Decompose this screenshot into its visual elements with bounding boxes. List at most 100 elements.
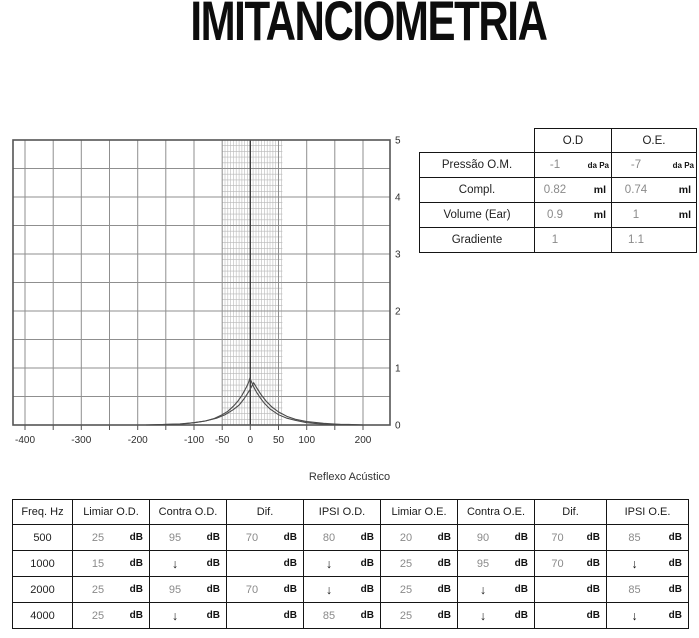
reflex-unit: dB (283, 610, 297, 621)
reflex-unit: dB (360, 610, 374, 621)
imp-value-cell: 1.1 (612, 228, 697, 253)
reflex-section-title: Reflexo Acústico (308, 471, 391, 483)
reflex-unit: dB (283, 532, 297, 543)
reflex-value: ↓ (631, 556, 638, 571)
imp-row-label-gradient: Gradiente (419, 228, 535, 253)
reflex-header-ipsi-oe: IPSI O.E. (607, 499, 689, 525)
reflex-unit: dB (129, 532, 143, 543)
reflex-unit: dB (668, 584, 682, 595)
reflex-unit: dB (283, 584, 297, 595)
imp-value: 0.82 (543, 184, 567, 196)
reflex-unit: dB (129, 584, 143, 595)
imp-value: 1.1 (628, 234, 644, 246)
imp-unit: ml (593, 184, 606, 196)
reflex-value-cell: 15 dB (73, 551, 150, 577)
reflex-value: 25 (399, 583, 413, 596)
reflex-value-cell: ↓ dB (150, 551, 227, 577)
reflex-value-cell: ↓ dB (458, 577, 535, 603)
imp-unit: da Pa (672, 160, 694, 170)
reflex-unit: dB (586, 584, 600, 595)
imp-value-cell: -7 da Pa (612, 153, 697, 178)
svg-text:100: 100 (298, 435, 315, 446)
imp-corner-cell (419, 128, 535, 153)
reflex-value-cell: 70 dB (535, 551, 607, 577)
imp-value-cell: 1 ml (612, 203, 697, 228)
imp-value: -7 (630, 159, 642, 171)
reflex-unit: dB (437, 558, 451, 569)
svg-text:3: 3 (395, 250, 401, 261)
reflex-value-cell: 20 dB (381, 525, 458, 551)
reflex-value: 90 (476, 531, 490, 544)
imp-row-label-compliance: Compl. (419, 178, 535, 203)
reflex-value-cell: dB (227, 551, 304, 577)
imp-value-cell: 0.74 ml (612, 178, 697, 203)
svg-text:0: 0 (248, 435, 254, 446)
reflex-header-dif-oe: Dif. (535, 499, 607, 525)
reflex-value-cell: 85 dB (607, 577, 689, 603)
reflex-unit: dB (206, 558, 220, 569)
reflex-value: 25 (399, 609, 413, 622)
reflex-value: ↓ (325, 582, 333, 597)
reflex-value: 95 (168, 531, 182, 544)
reflex-unit: dB (437, 584, 451, 595)
svg-text:2: 2 (395, 307, 401, 318)
reflex-value: ↓ (631, 608, 638, 623)
tympanogram-chart: -400 -300 -200 -100 -50 0 50 100 200 0 1 2 3 4 5 (12, 136, 401, 446)
reflex-value: 85 (628, 531, 641, 544)
reflex-value-cell: 25 dB (381, 551, 458, 577)
reflex-value-cell: 85 dB (304, 603, 381, 629)
reflex-value-cell: ↓ dB (150, 603, 227, 629)
reflex-value: ↓ (325, 556, 333, 571)
svg-text:4: 4 (395, 193, 401, 204)
reflex-unit: dB (360, 532, 374, 543)
imp-value-cell: -1 da Pa (535, 153, 612, 178)
reflex-header-freq: Freq. Hz (12, 499, 73, 525)
reflex-unit: dB (129, 610, 143, 621)
reflex-value: 25 (91, 609, 105, 622)
imp-row-label-pressure: Pressão O.M. (419, 153, 535, 178)
reflex-header-ipsi-od: IPSI O.D. (304, 499, 381, 525)
reflex-unit: dB (514, 532, 528, 543)
title-bar: IMITANCIOMETRIA (0, 0, 699, 50)
imp-value: 0.9 (547, 209, 563, 221)
imp-unit: ml (593, 209, 606, 221)
reflex-value-cell: 25 dB (381, 577, 458, 603)
reflex-value: 25 (91, 583, 105, 596)
reflex-value: 70 (551, 557, 564, 570)
svg-text:5: 5 (395, 136, 401, 147)
svg-text:-400: -400 (15, 435, 35, 446)
reflex-value: 70 (245, 583, 259, 596)
reflex-value-cell: 70 dB (227, 525, 304, 551)
reflex-unit: dB (514, 610, 528, 621)
imp-value-cell: 0.9 ml (535, 203, 612, 228)
reflex-value: 25 (399, 557, 413, 570)
reflex-value: ↓ (479, 608, 487, 623)
imp-value: -1 (549, 159, 561, 171)
reflex-value-cell: 95 dB (150, 525, 227, 551)
svg-text:-100: -100 (184, 435, 204, 446)
impedance-table: O.D O.E. Pressão O.M. -1 da Pa -7 da Pa Co… (419, 128, 697, 253)
reflex-header-dif-od: Dif. (227, 499, 304, 525)
reflex-table: Freq. Hz Limiar O.D. Contra O.D. Dif. IP… (12, 499, 689, 629)
reflex-unit: dB (206, 610, 220, 621)
reflex-value-cell: 25 dB (73, 525, 150, 551)
reflex-value-cell: 25 dB (73, 577, 150, 603)
svg-text:200: 200 (355, 435, 372, 446)
imp-value-cell: 0.82 ml (535, 178, 612, 203)
reflex-freq-cell: 4000 (12, 603, 73, 629)
reflex-value-cell: dB (535, 603, 607, 629)
reflex-value-cell: 25 dB (73, 603, 150, 629)
reflex-freq-cell: 2000 (12, 577, 73, 603)
reflex-value: 70 (245, 531, 259, 544)
reflex-unit: dB (129, 558, 143, 569)
reflex-value: 70 (551, 531, 564, 544)
reflex-value: 15 (91, 557, 105, 570)
imp-col-header-oe: O.E. (612, 128, 697, 153)
imp-unit: ml (678, 209, 691, 221)
imp-col-header-od: O.D (535, 128, 612, 153)
svg-text:1: 1 (395, 364, 401, 375)
imp-value: 1 (551, 234, 559, 246)
reflex-value-cell: 25 dB (381, 603, 458, 629)
reflex-header-contra-od: Contra O.D. (150, 499, 227, 525)
